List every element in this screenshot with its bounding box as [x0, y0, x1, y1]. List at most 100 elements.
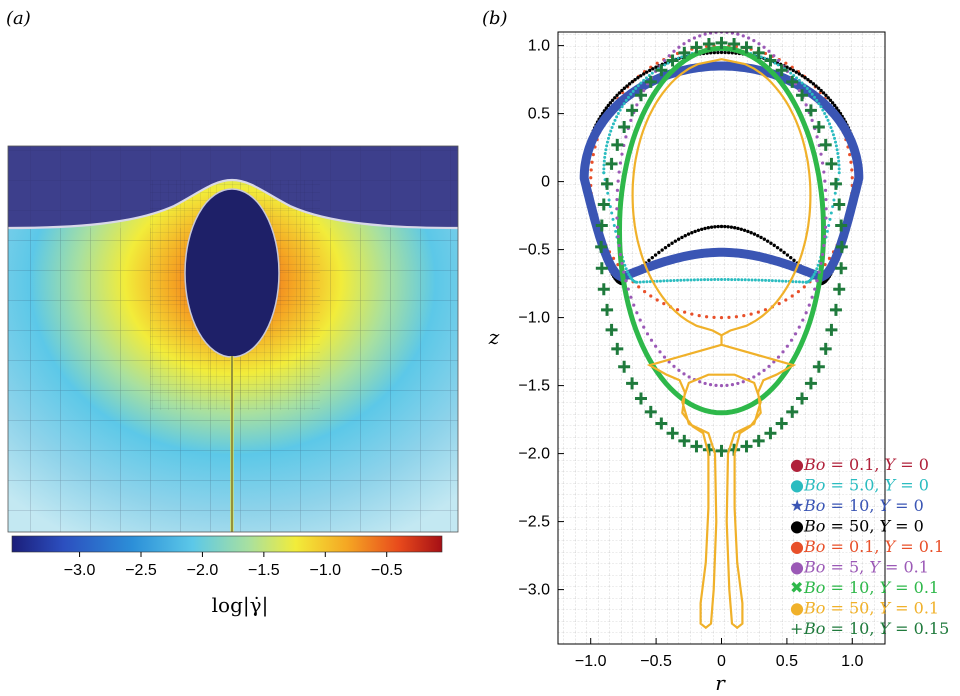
series-bo-10-y-0-15-point — [786, 405, 799, 418]
series-bo-50-y-0-point — [636, 75, 640, 80]
series-bo-10-y-0-15-point — [595, 240, 608, 253]
series-bo-5-0-y-0-point — [776, 63, 780, 67]
series-bo-50-y-0-point — [756, 233, 760, 238]
series-bo-50-y-0-point — [620, 88, 624, 93]
series-bo-50-y-0-point — [670, 241, 674, 245]
series-bo-10-y-0-15-point — [833, 198, 846, 211]
series-bo-5-0-y-0-point — [658, 279, 662, 283]
series-bo-0-1-y-0-1-point — [655, 61, 659, 65]
series-bo-10-y-0-15-point — [655, 417, 668, 430]
series-bo-50-y-0-point — [794, 70, 799, 74]
series-bo-5-0-y-0-point — [622, 102, 626, 106]
series-bo-5-0-y-0-point — [733, 278, 737, 282]
series-bo-10-y-0-15-point — [626, 104, 639, 117]
series-bo-5-y-0-1-point — [616, 234, 620, 239]
series-bo-5-0-y-0-point — [636, 84, 640, 88]
series-bo-50-y-0-point — [814, 84, 818, 88]
series-bo-50-y-0-point — [716, 50, 720, 55]
series-bo-5-0-y-0-point — [645, 280, 649, 284]
series-bo-5-y-0-1-point — [820, 252, 825, 257]
series-bo-10-y-0-15-point — [715, 444, 728, 457]
series-bo-5-y-0-1-point — [810, 118, 814, 122]
series-bo-10-y-0-15-point — [775, 64, 788, 77]
series-bo-5-0-y-0-point — [828, 122, 832, 126]
legend-entry: Bo = 10, Y = 0 — [803, 496, 924, 515]
series-bo-5-0-y-0-point — [627, 273, 631, 277]
series-bo-0-1-y-0-1-point — [850, 176, 854, 180]
series-bo-10-y-0-15-point — [666, 54, 679, 67]
series-bo-50-y-0-point — [622, 86, 627, 90]
series-bo-5-y-0-1-point — [629, 295, 633, 299]
series-bo-5-y-0-1-point — [649, 338, 654, 342]
x-tick-label: 0.5 — [776, 653, 798, 670]
series-bo-5-0-y-0-point — [629, 92, 633, 96]
series-bo-5-y-0-1-point — [804, 103, 808, 107]
series-bo-5-y-0-1-point — [615, 225, 620, 229]
legend-entry: Bo = 0.1, Y = 0 — [803, 455, 929, 474]
series-bo-50-y-0-point — [693, 229, 697, 234]
series-bo-50-y-0-point — [644, 70, 649, 74]
series-bo-5-y-0-1-point — [682, 42, 686, 46]
series-bo-0-1-y-0-1-point — [704, 44, 709, 49]
series-bo-5-0-y-0-point — [672, 279, 676, 283]
series-bo-5-0-y-0-point — [650, 71, 654, 75]
series-bo-10-y-0-15-point — [597, 198, 610, 211]
series-bo-50-y-0-point — [746, 229, 750, 234]
series-bo-0-1-y-0-1-point — [690, 312, 694, 316]
legend-entry: Bo = 10, Y = 0.1 — [803, 578, 939, 597]
series-bo-5-0-y-0-point — [784, 279, 788, 283]
series-bo-5-0-y-0-point — [837, 167, 841, 171]
series-bo-5-y-0-1-point — [820, 161, 825, 165]
series-bo-10-y-0-15-point — [597, 283, 610, 296]
series-bo-5-0-y-0-point — [608, 133, 612, 137]
series-bo-50-y-0-point — [832, 103, 837, 108]
y-tick-label: 0 — [541, 174, 550, 191]
series-bo-5-0-y-0-point — [834, 144, 838, 148]
x-tick-label: −0.5 — [640, 653, 672, 670]
series-bo-5-0-y-0-point — [642, 280, 646, 284]
series-bo-5-0-y-0-point — [610, 125, 614, 129]
series-bo-5-y-0-1-point — [789, 338, 794, 342]
series-bo-50-y-0-point — [630, 80, 635, 84]
series-bo-5-0-y-0-point — [813, 95, 817, 99]
series-bo-10-y-0-15-point — [796, 392, 809, 405]
series-bo-5-y-0-1-point — [719, 384, 724, 388]
series-bo-5-y-0-1-point — [632, 303, 636, 307]
series-bo-5-0-y-0-point — [607, 198, 611, 202]
series-bo-50-y-0-point — [752, 232, 757, 236]
series-bo-5-0-y-0-point — [823, 111, 827, 115]
series-bo-5-y-0-1-point — [736, 381, 740, 386]
series-bo-5-0-y-0-point — [827, 224, 831, 228]
x-tick-label: −1.0 — [575, 653, 607, 670]
series-bo-10-y-0-15-point — [595, 262, 608, 275]
series-bo-0-1-y-0-1-point — [637, 285, 641, 289]
series-bo-10-y-0-15-point — [740, 41, 753, 54]
series-bo-0-1-y-0-1-point — [777, 302, 781, 306]
series-bo-10-y-0-15-point — [786, 75, 799, 88]
series-bo-5-y-0-1-point — [767, 364, 771, 368]
series-bo-0-1-y-0-1-point — [649, 294, 653, 298]
series-bo-5-0-y-0-point — [686, 278, 690, 282]
series-bo-50-y-0-point — [627, 82, 632, 86]
series-bo-5-0-y-0-point — [726, 278, 730, 282]
series-bo-5-0-y-0-point — [603, 152, 607, 156]
series-bo-5-0-y-0-point — [800, 81, 804, 85]
series-bo-0-1-y-0-1-point — [591, 152, 595, 157]
series-bo-5-0-y-0-point — [835, 148, 839, 152]
series-bo-10-y-0-15-point — [833, 283, 846, 296]
series-bo-5-0-y-0-point — [624, 267, 628, 271]
series-bo-0-1-y-0-1-point — [742, 314, 746, 318]
series-bo-5-y-0-1-point — [629, 118, 633, 122]
series-bo-0-1-y-0-1-point — [849, 160, 853, 164]
series-bo-5-y-0-1-point — [822, 243, 826, 248]
series-bo-5-0-y-0-point — [612, 224, 616, 228]
series-bo-5-0-y-0-point — [605, 140, 609, 144]
series-bo-5-0-y-0-point — [616, 111, 620, 115]
series-bo-5-y-0-1-point — [823, 234, 827, 239]
series-bo-5-y-0-1-point — [741, 380, 745, 384]
series-bo-5-y-0-1-point — [801, 318, 805, 322]
series-bo-5-y-0-1-point — [714, 383, 718, 387]
series-bo-5-0-y-0-point — [613, 118, 617, 122]
colorbar — [11, 535, 443, 553]
series-bo-5-y-0-1-point — [642, 325, 646, 329]
